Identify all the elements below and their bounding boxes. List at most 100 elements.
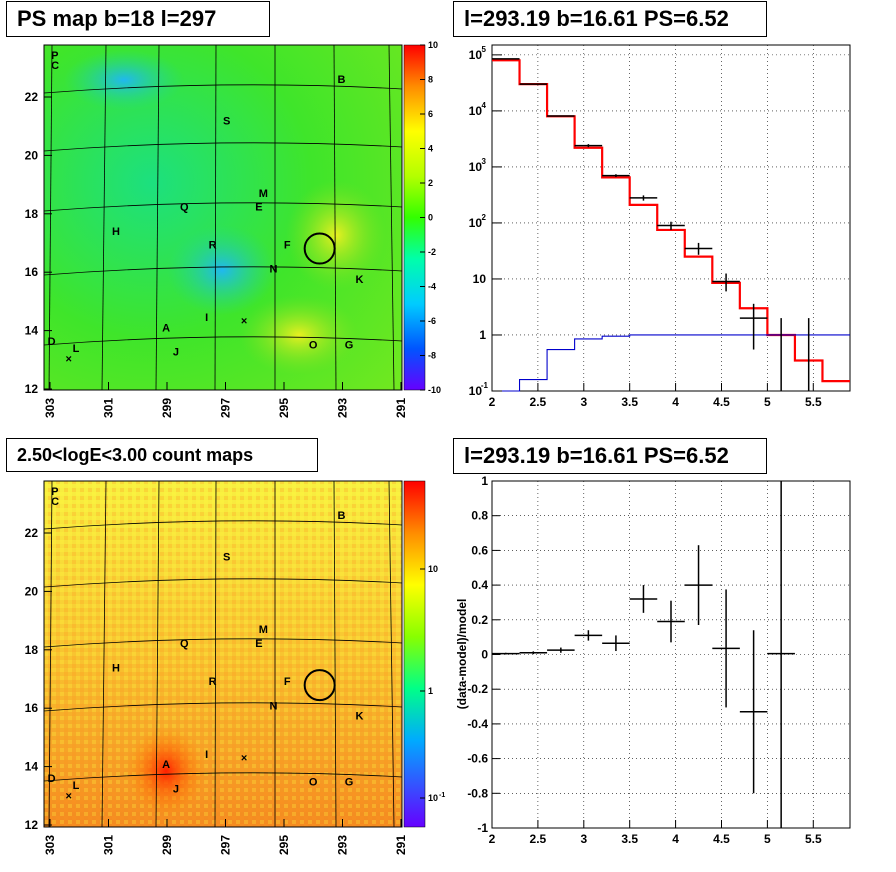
count-map-group: PC B S ME Q H R FN K I × A O G D L J × bbox=[43, 480, 403, 828]
ps-map-colorbar-label: -8 bbox=[428, 351, 436, 361]
spectrum-xtick-label: 2 bbox=[489, 395, 496, 409]
spectrum-xtick-label: 3 bbox=[580, 395, 587, 409]
count-map-xtick-label: 291 bbox=[394, 835, 408, 855]
ps-map-colorbar-label: 6 bbox=[428, 109, 433, 119]
ps-map-source-label: × bbox=[241, 315, 247, 327]
count-map-source-label: N bbox=[270, 700, 278, 712]
count-map-colorbar-label: 10 bbox=[428, 564, 438, 574]
count-map-grid-line bbox=[214, 480, 217, 828]
ps-map-source-label: O bbox=[309, 340, 318, 352]
ps-map-target-circle bbox=[303, 232, 336, 265]
count-map-source-label: E bbox=[255, 638, 262, 650]
count-map-grid-line bbox=[101, 480, 107, 828]
count-map-source-label: I bbox=[205, 749, 208, 761]
residual-title: l=293.19 b=16.61 PS=6.52 bbox=[464, 443, 729, 468]
ps-map-colorbar-label: -10 bbox=[428, 385, 441, 395]
count-map-grid-line bbox=[43, 520, 403, 530]
count-map-ytick-label: 22 bbox=[25, 526, 39, 540]
ps-map-source-label: I bbox=[205, 312, 208, 324]
count-map-grid-line bbox=[155, 480, 160, 828]
count-map-xtick-label: 301 bbox=[102, 835, 116, 855]
spectrum-xtick-label: 5.5 bbox=[805, 395, 822, 409]
spectrum-xtick-label: 3.5 bbox=[621, 395, 638, 409]
spectrum-ytick-exp: 3 bbox=[482, 157, 487, 166]
count-map-source-label: O bbox=[309, 776, 318, 788]
ps-map-source-label: L bbox=[73, 343, 80, 355]
ps-map-ytick-label: 20 bbox=[25, 148, 39, 162]
ps-map-source-label: A bbox=[162, 322, 170, 334]
count-map-source-label: K bbox=[355, 711, 363, 723]
count-map-frame bbox=[43, 480, 403, 828]
ps-map-grid-line bbox=[48, 44, 53, 391]
ps-map-colorbar-label: 10 bbox=[428, 40, 438, 50]
residual-ytick-label: -0.6 bbox=[467, 752, 488, 766]
count-map-colorbar bbox=[403, 480, 426, 828]
ps-map-grid-line bbox=[101, 44, 107, 391]
count-map-colorbar-label: 1 bbox=[428, 686, 433, 696]
count-map-xtick-label: 293 bbox=[336, 835, 350, 855]
residual-ytick-label: -0.4 bbox=[467, 717, 488, 731]
count-map-source-label: R bbox=[209, 676, 217, 688]
count-map-noise bbox=[44, 481, 402, 827]
spectrum-xtick-label: 4.5 bbox=[713, 395, 730, 409]
count-map-ytick-label: 20 bbox=[25, 584, 39, 598]
ps-map-grid-line bbox=[43, 84, 403, 94]
ps-map-grid-line bbox=[43, 336, 403, 346]
count-map-target-circle bbox=[303, 669, 336, 702]
ps-map-cool-region bbox=[64, 50, 184, 110]
count-map-source-label: F bbox=[284, 676, 291, 688]
ps-map-grid-line bbox=[43, 202, 403, 212]
residual-xtick-label: 5.5 bbox=[805, 832, 822, 846]
count-map-source-label: D bbox=[48, 773, 56, 785]
ps-map-colorbar-label: 8 bbox=[428, 75, 433, 85]
count-map-source-label: M bbox=[259, 624, 268, 636]
count-map-source-label: G bbox=[345, 776, 354, 788]
count-map-xtick-label: 299 bbox=[160, 835, 174, 855]
ps-map-xtick-label: 299 bbox=[160, 398, 174, 418]
count-map-ytick-label: 12 bbox=[25, 818, 39, 832]
residual-ytick-label: 0 bbox=[481, 648, 488, 662]
ps-map-source-label: M bbox=[259, 188, 268, 200]
residual-ytick-label: 0.4 bbox=[471, 578, 488, 592]
count-map-source-label: Q bbox=[180, 638, 189, 650]
ps-map-source-label: B bbox=[338, 74, 346, 86]
spectrum-ytick-exp: 2 bbox=[482, 213, 487, 222]
spectrum-ytick-exp: -1 bbox=[481, 381, 489, 390]
count-map-ytick-label: 18 bbox=[25, 643, 39, 657]
spectrum-frame bbox=[491, 44, 851, 392]
ps-map-xtick-label: 301 bbox=[102, 398, 116, 418]
ps-map-grid-line bbox=[214, 44, 217, 391]
ps-map-title-box: PS map b=18 l=297 bbox=[6, 1, 270, 37]
ps-map-colorbar-label: 2 bbox=[428, 178, 433, 188]
ps-map-ytick-label: 22 bbox=[25, 90, 39, 104]
residual-ytick-label: 1 bbox=[481, 474, 488, 488]
residual-xtick-label: 2.5 bbox=[530, 832, 547, 846]
spectrum-ytick-label: 10 bbox=[473, 272, 487, 286]
ps-map-colorbar-label: 4 bbox=[428, 144, 433, 154]
ps-map-hot-region bbox=[286, 180, 386, 290]
residual-ytick-label: -0.2 bbox=[467, 682, 488, 696]
count-map-source-label: P bbox=[51, 486, 58, 498]
count-map-source-label: B bbox=[338, 510, 346, 522]
spectrum-xtick-label: 5 bbox=[764, 395, 771, 409]
spectrum-background-step bbox=[492, 334, 850, 392]
residual-xtick-label: 5 bbox=[764, 832, 771, 846]
spectrum-title-box: l=293.19 b=16.61 PS=6.52 bbox=[453, 1, 767, 37]
ps-map-colorbar-label: -4 bbox=[428, 282, 436, 292]
count-map-source-label: L bbox=[73, 780, 80, 792]
spectrum-ytick-label: 10 bbox=[469, 216, 483, 230]
residual-frame bbox=[491, 480, 851, 829]
count-map-source-label: S bbox=[223, 552, 230, 564]
ps-map-cool-region bbox=[167, 225, 277, 315]
ps-map-xtick-label: 291 bbox=[394, 398, 408, 418]
ps-map-ytick-label: 18 bbox=[25, 207, 39, 221]
ps-map-title: PS map b=18 l=297 bbox=[17, 6, 217, 31]
count-map-source-label: × bbox=[65, 790, 71, 802]
residual-title-box: l=293.19 b=16.61 PS=6.52 bbox=[453, 438, 767, 474]
ps-map-colorbar-label: -6 bbox=[428, 316, 436, 326]
ps-map-colorbar-label: 0 bbox=[428, 213, 433, 223]
ps-map-xtick-label: 297 bbox=[219, 398, 233, 418]
residual-ytick-label: -1 bbox=[477, 821, 488, 835]
residual-group: (data-model)/model bbox=[455, 480, 851, 829]
